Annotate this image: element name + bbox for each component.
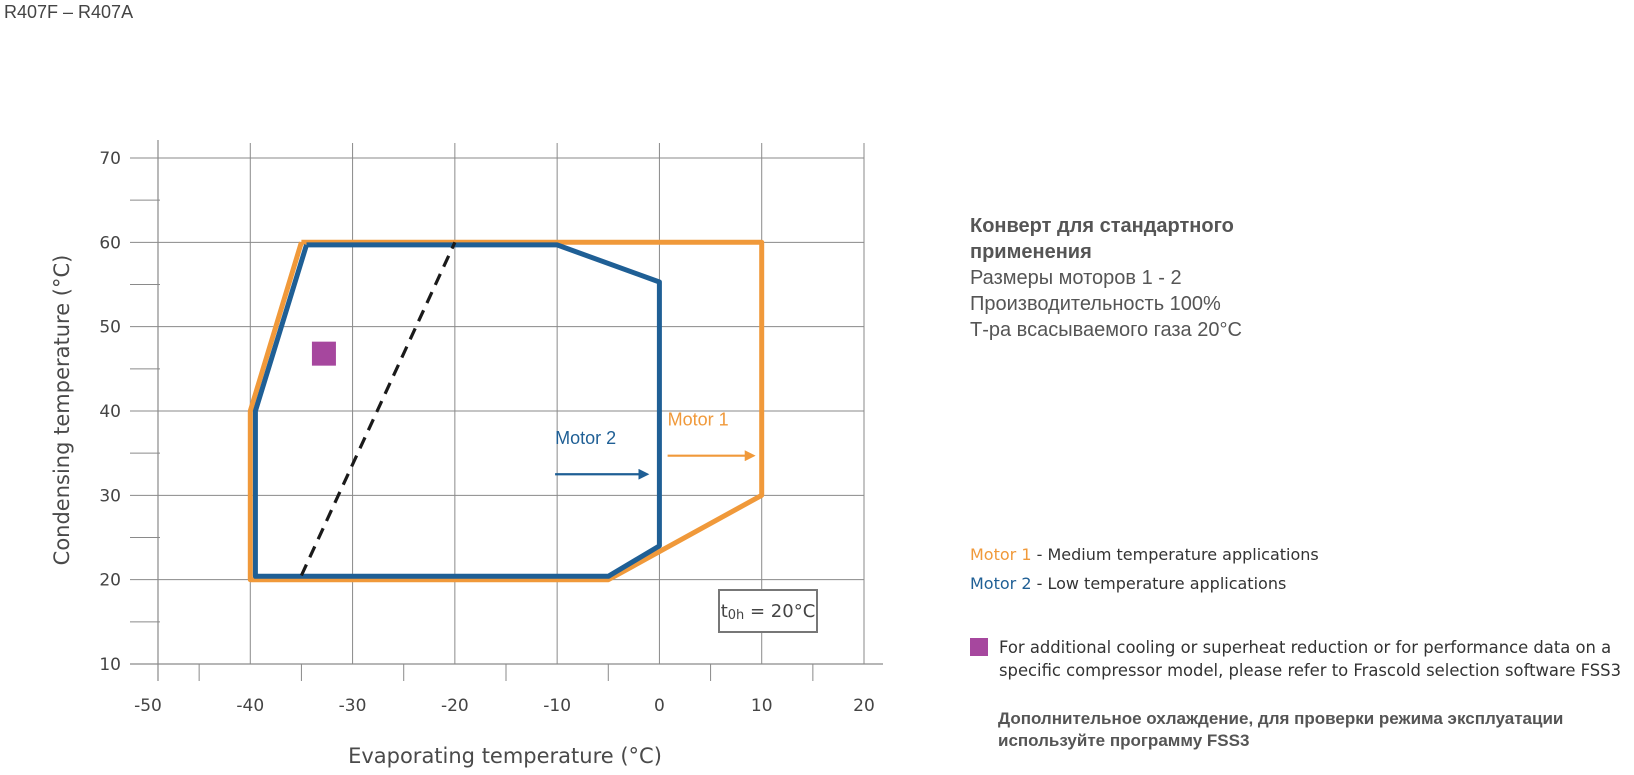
motor1-envelope-line [247, 239, 765, 583]
note-swatch [970, 638, 988, 656]
legend-motor2: Motor 2 - Low temperature applications [970, 574, 1286, 593]
note-english-text: For additional cooling or superheat redu… [999, 638, 1621, 680]
legend-motor1-name: Motor 1 [970, 545, 1032, 564]
y-tick-label: 10 [99, 655, 121, 675]
chart-annotations: Motor 2 Motor 1 t0h = 20°C [311, 341, 818, 633]
envelope-capacity: Производительность 100% [970, 293, 1221, 315]
x-tick-label: -40 [236, 696, 264, 716]
envelope-description: Конверт для стандартного применения Разм… [970, 213, 1242, 343]
envelope-heading-line2: применения [970, 241, 1092, 263]
y-tick-label: 40 [99, 402, 121, 422]
x-axis-title: Evaporating temperature (°C) [348, 744, 662, 768]
legend-motor2-name: Motor 2 [970, 574, 1032, 593]
y-axis-title: Condensing temperature (°C) [50, 255, 74, 566]
x-tick-label: -30 [339, 696, 367, 716]
x-tick-label: -10 [543, 696, 571, 716]
x-tick-label: 10 [751, 696, 773, 716]
legend-motor1-desc: - Medium temperature applications [1031, 545, 1319, 564]
x-tick-label: 0 [654, 696, 665, 716]
y-tick-label: 60 [99, 233, 121, 253]
envelope-suction-temp: Т-ра всасываемого газа 20°C [970, 319, 1242, 341]
suction-temp-box [718, 589, 818, 633]
y-tick-label: 30 [99, 486, 121, 506]
page-title: R407F – R407A [4, 2, 134, 22]
legend-motor2-desc: - Low temperature applications [1031, 574, 1287, 593]
note-english: For additional cooling or superheat redu… [970, 636, 1632, 682]
additional-cooling-marker [311, 341, 336, 366]
suction-temp-label: t0h = 20°C [721, 601, 816, 623]
y-tick-label: 20 [99, 571, 121, 591]
chart-series [247, 239, 765, 583]
envelope-motor-sizes: Размеры моторов 1 - 2 [970, 267, 1182, 289]
x-tick-label: -20 [441, 696, 469, 716]
y-tick-label: 70 [99, 149, 121, 169]
y-tick-label: 50 [99, 318, 121, 338]
x-tick-label: 20 [853, 696, 875, 716]
chart-axes: -50 -40 -30 -20 -10 0 10 20 10 20 30 40 50 60 70 [99, 140, 883, 716]
envelope-heading-line1: Конверт для стандартного [970, 215, 1234, 237]
motor2-envelope-line [252, 242, 662, 579]
x-tick-label: -50 [134, 696, 162, 716]
legend-motor1: Motor 1 - Medium temperature application… [970, 545, 1319, 564]
motor2-label: Motor 2 [555, 428, 616, 448]
motor1-label: Motor 1 [668, 409, 729, 429]
note-russian: Дополнительное охлаждение, для проверки … [998, 709, 1564, 750]
balance-line-dashed [299, 241, 457, 577]
